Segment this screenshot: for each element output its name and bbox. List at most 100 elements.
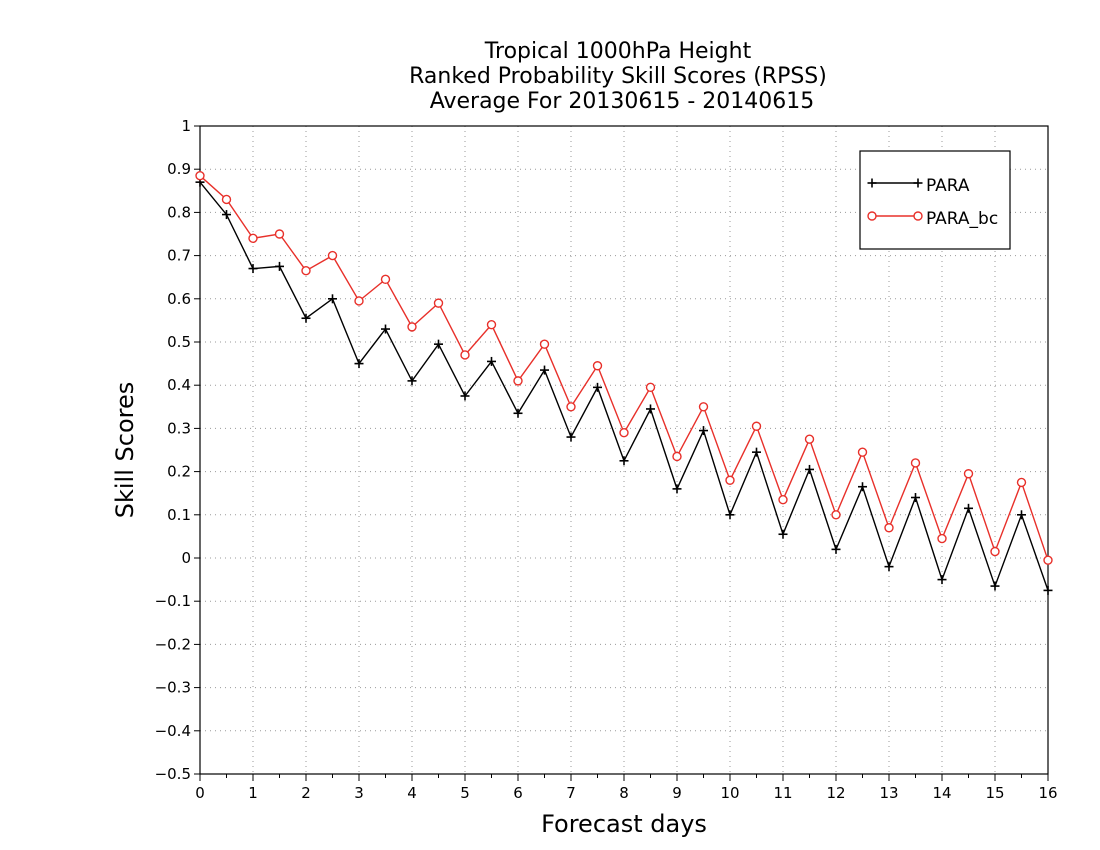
point-para-bc [698, 402, 709, 412]
point-para-bc [937, 533, 947, 544]
point-para [566, 432, 576, 442]
point-para-bc [1016, 477, 1027, 488]
legend-items [867, 178, 923, 221]
point-para-bc [460, 350, 470, 360]
point-para-bc [301, 266, 311, 276]
point-para-bc [910, 458, 921, 468]
point-para [460, 391, 470, 401]
point-para-bc [486, 320, 497, 330]
point-para-bc [857, 447, 868, 457]
point-para [222, 210, 231, 220]
legend-marker-para-bc [867, 211, 877, 221]
x-tick-label: 5 [460, 784, 470, 802]
chart-title-line-2: Ranked Probability Skill Scores (RPSS) [409, 64, 827, 89]
y-tick-label: −0.3 [155, 679, 191, 697]
y-tick-label: 0.4 [167, 376, 191, 394]
point-para-bc [513, 376, 523, 386]
chart-title-line-3: Average For 20130615 - 20140615 [430, 89, 815, 114]
x-tick-label: 8 [619, 784, 629, 802]
point-para [354, 359, 364, 369]
point-para [513, 408, 523, 418]
point-para-bc [221, 194, 232, 205]
point-para [646, 404, 655, 414]
x-tick-label: 3 [354, 784, 364, 802]
point-para [778, 529, 788, 539]
y-tick-label: 0.6 [167, 290, 191, 308]
point-para [619, 456, 629, 466]
y-tick-label: −0.2 [155, 635, 191, 653]
point-para [328, 294, 337, 304]
point-para-bc [274, 229, 285, 239]
point-para [911, 493, 920, 503]
x-tick-label: 15 [985, 784, 1004, 802]
y-tick-label: 0 [181, 549, 191, 567]
point-para [593, 382, 602, 392]
y-tick-label: −0.1 [155, 592, 191, 610]
legend-label-para: PARA [926, 176, 970, 196]
point-para-bc [619, 428, 629, 438]
point-para [248, 264, 258, 274]
y-tick-label: 0.1 [167, 506, 191, 524]
point-para-bc [725, 475, 735, 485]
x-tick-label: 2 [301, 784, 311, 802]
y-tick-label: 0.3 [167, 419, 191, 437]
y-tick-label: −0.5 [155, 765, 191, 783]
point-para [990, 581, 1000, 591]
x-tick-label: 6 [513, 784, 523, 802]
legend-marker-para [913, 178, 923, 188]
point-para [381, 324, 390, 334]
point-para-bc [327, 250, 338, 261]
point-para [937, 575, 947, 585]
x-tick-label: 13 [879, 784, 898, 802]
point-para-bc [778, 494, 788, 505]
series-lines [195, 170, 1053, 595]
point-para-bc [831, 510, 841, 520]
point-para-bc [672, 451, 682, 462]
point-para [699, 426, 708, 436]
point-para-bc [539, 339, 550, 349]
point-para [672, 484, 682, 494]
point-para-bc [195, 170, 205, 181]
legend-box [859, 150, 1011, 250]
legend-marker-para-bc [913, 211, 923, 221]
point-para-bc [990, 546, 1000, 557]
point-para-bc [884, 523, 894, 533]
point-para-bc [751, 421, 762, 431]
point-para [434, 339, 443, 349]
point-para-bc [566, 402, 576, 412]
point-para [752, 447, 761, 457]
point-para [884, 562, 894, 572]
x-tick-label: 10 [720, 784, 739, 802]
point-para [1017, 510, 1026, 520]
point-para [858, 482, 867, 492]
point-para [831, 544, 841, 554]
point-para-bc [804, 434, 815, 444]
point-para-bc [963, 469, 974, 479]
point-para-bc [1043, 555, 1053, 565]
point-para [964, 503, 973, 513]
point-para-bc [354, 296, 364, 306]
point-para [805, 464, 814, 474]
x-tick-label: 11 [773, 784, 792, 802]
x-tick-label: 14 [932, 784, 951, 802]
point-para [487, 356, 496, 366]
point-para-bc [380, 274, 391, 285]
x-tick-label: 16 [1038, 784, 1057, 802]
y-axis-label: Skill Scores [111, 382, 139, 519]
point-para-bc [407, 322, 417, 332]
chart-title-line-1: Tropical 1000hPa Height [484, 39, 752, 64]
point-para [1043, 585, 1053, 595]
point-para-bc [433, 298, 444, 308]
point-para-bc [248, 233, 258, 244]
point-para-bc [645, 382, 656, 393]
point-para [407, 376, 417, 386]
point-para [540, 365, 549, 375]
y-tick-label: 0.9 [167, 160, 191, 178]
axis-ticks: −0.5 −0.4 −0.3 −0.2 −0.1 0 0.1 0.2 0.3 0.4 0.5 0.6 0… [155, 117, 1058, 802]
grid-lines [200, 126, 1048, 774]
x-tick-label: 12 [826, 784, 845, 802]
y-tick-label: −0.4 [155, 722, 191, 740]
x-axis-label: Forecast days [541, 810, 707, 838]
y-tick-label: 0.5 [167, 333, 191, 351]
